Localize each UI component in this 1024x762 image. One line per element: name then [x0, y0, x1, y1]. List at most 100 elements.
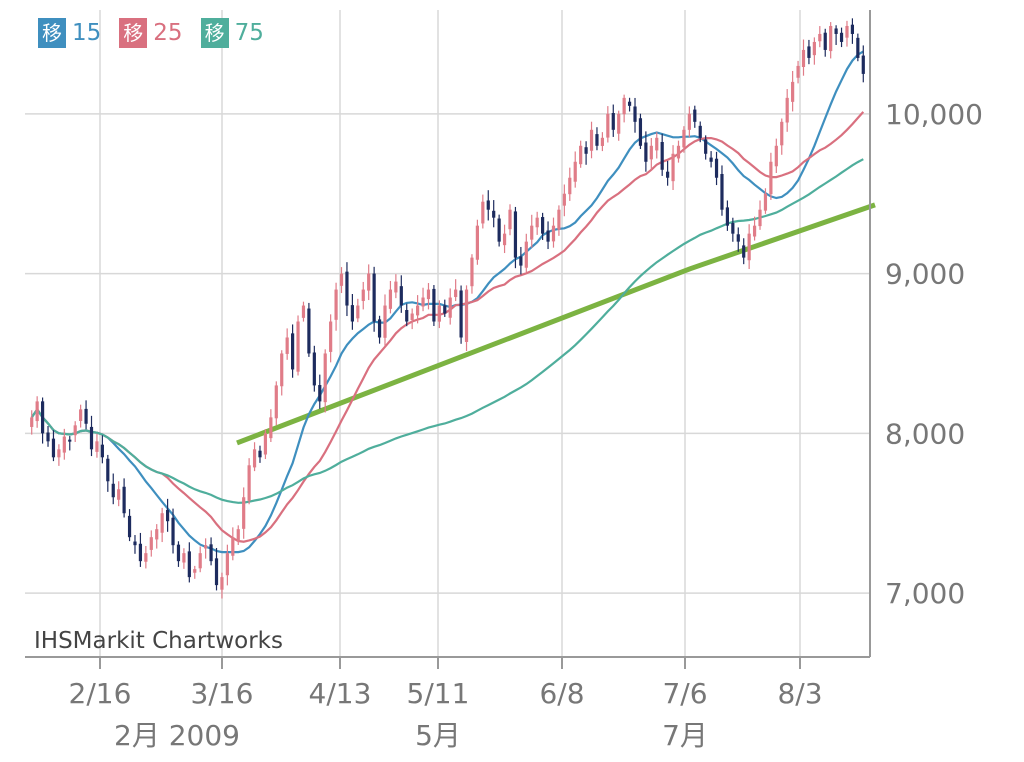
candle-body-141 — [796, 65, 800, 78]
candle-body-25 — [165, 509, 170, 522]
candle-body-48 — [291, 333, 295, 370]
candle-body-105 — [600, 137, 604, 146]
candle-body-21 — [144, 553, 148, 562]
legend-badge-ma25: 移 — [119, 18, 148, 48]
candle-body-104 — [595, 134, 599, 146]
x-sub-label-0: 2月 2009 — [114, 719, 240, 752]
candle-body-130 — [736, 234, 740, 242]
candle-body-107 — [611, 113, 615, 130]
candle-body-52 — [312, 352, 316, 386]
candle-body-91 — [524, 241, 528, 268]
candle-body-57 — [339, 273, 344, 286]
candle-body-61 — [361, 289, 365, 302]
candle-body-90 — [519, 256, 523, 266]
ma75-line — [30, 158, 864, 504]
legend-value-ma25: 25 — [153, 20, 183, 46]
candle-body-146 — [823, 32, 827, 50]
grid-lines — [25, 10, 870, 657]
candle-body-98 — [562, 193, 566, 206]
x-sub-label-5: 7月 — [662, 719, 708, 752]
candle-body-79 — [459, 290, 463, 338]
candle-body-14 — [106, 458, 110, 482]
candle-body-135 — [763, 193, 768, 211]
candle-body-119 — [676, 145, 681, 159]
legend-value-ma75: 75 — [234, 20, 264, 46]
candle-body-63 — [372, 273, 376, 322]
candle-body-0 — [30, 417, 34, 427]
candle-body-10 — [84, 408, 88, 424]
candle-body-123 — [698, 125, 702, 138]
trend-polyline — [236, 202, 876, 446]
candle-body-126 — [714, 158, 719, 178]
candle-body-73 — [426, 289, 431, 300]
candle-body-33 — [209, 544, 213, 562]
candle-body-28 — [182, 553, 186, 563]
candle-body-45 — [274, 385, 278, 419]
candle-body-59 — [350, 305, 354, 322]
candle-body-134 — [758, 209, 762, 227]
candle-body-6 — [62, 436, 66, 453]
candle-body-36 — [225, 553, 229, 576]
candle-body-37 — [231, 537, 235, 556]
legend-value-ma15: 15 — [72, 20, 102, 46]
candle-body-23 — [155, 529, 159, 540]
candle-body-12 — [95, 441, 99, 452]
legend-ma25[interactable]: 移 25 — [119, 18, 183, 48]
candle-body-20 — [138, 543, 143, 562]
candle-body-35 — [220, 577, 224, 590]
candle-body-128 — [725, 207, 730, 226]
y-tick-label-2: 9,000 — [885, 258, 965, 291]
candle-body-30 — [193, 569, 197, 573]
candle-body-110 — [627, 101, 632, 106]
candle-body-77 — [448, 297, 452, 318]
candle-body-102 — [584, 147, 588, 154]
candle-body-71 — [416, 305, 420, 316]
y-tick-label-0: 7,000 — [885, 577, 965, 610]
ma15-line — [30, 50, 864, 554]
candle-body-148 — [834, 28, 838, 34]
legend-ma75[interactable]: 移 75 — [200, 18, 264, 48]
candle-body-97 — [557, 209, 561, 230]
candle-body-140 — [791, 81, 795, 102]
candle-body-17 — [122, 486, 126, 514]
legend-badge-ma15: 移 — [38, 18, 66, 48]
candle-body-142 — [801, 49, 806, 68]
candle-body-44 — [269, 417, 273, 439]
candle-body-81 — [470, 257, 474, 287]
ma25-line — [30, 111, 865, 543]
candle-body-153 — [861, 55, 865, 74]
candle-body-115 — [655, 137, 659, 151]
y-axis-labels: 7,000 8,000 9,000 10,000 — [885, 98, 983, 610]
candle-body-125 — [709, 157, 713, 162]
candle-body-138 — [780, 121, 784, 146]
x-tick-label-1: 3/16 — [191, 677, 254, 710]
candle-body-137 — [774, 145, 778, 167]
candle-body-103 — [589, 129, 594, 151]
candle-body-80 — [464, 289, 469, 342]
candle-body-38 — [236, 529, 240, 542]
candle-body-58 — [345, 271, 349, 306]
candle-body-46 — [280, 353, 284, 387]
candle-body-47 — [285, 337, 289, 354]
candle-body-56 — [334, 289, 338, 320]
candle-body-108 — [617, 113, 621, 134]
candle-body-131 — [742, 245, 746, 258]
legend-ma15[interactable]: 移 15 — [38, 18, 101, 48]
candle-body-152 — [856, 37, 860, 58]
candle-body-51 — [307, 308, 311, 354]
candle-body-94 — [541, 217, 545, 234]
candle-body-113 — [644, 142, 648, 162]
candle-body-66 — [388, 289, 393, 309]
candle-body-151 — [850, 24, 855, 34]
candle-body-7 — [68, 439, 72, 442]
candle-body-121 — [687, 113, 691, 130]
candle-body-111 — [633, 106, 637, 122]
candle-body-92 — [530, 225, 534, 240]
candle-body-69 — [405, 309, 409, 322]
candle-body-15 — [111, 483, 115, 498]
candle-body-53 — [318, 385, 322, 402]
y-tick-label-3: 10,000 — [885, 98, 983, 131]
candle-body-34 — [214, 558, 219, 586]
candle-body-132 — [747, 233, 751, 261]
candle-body-27 — [176, 544, 181, 562]
